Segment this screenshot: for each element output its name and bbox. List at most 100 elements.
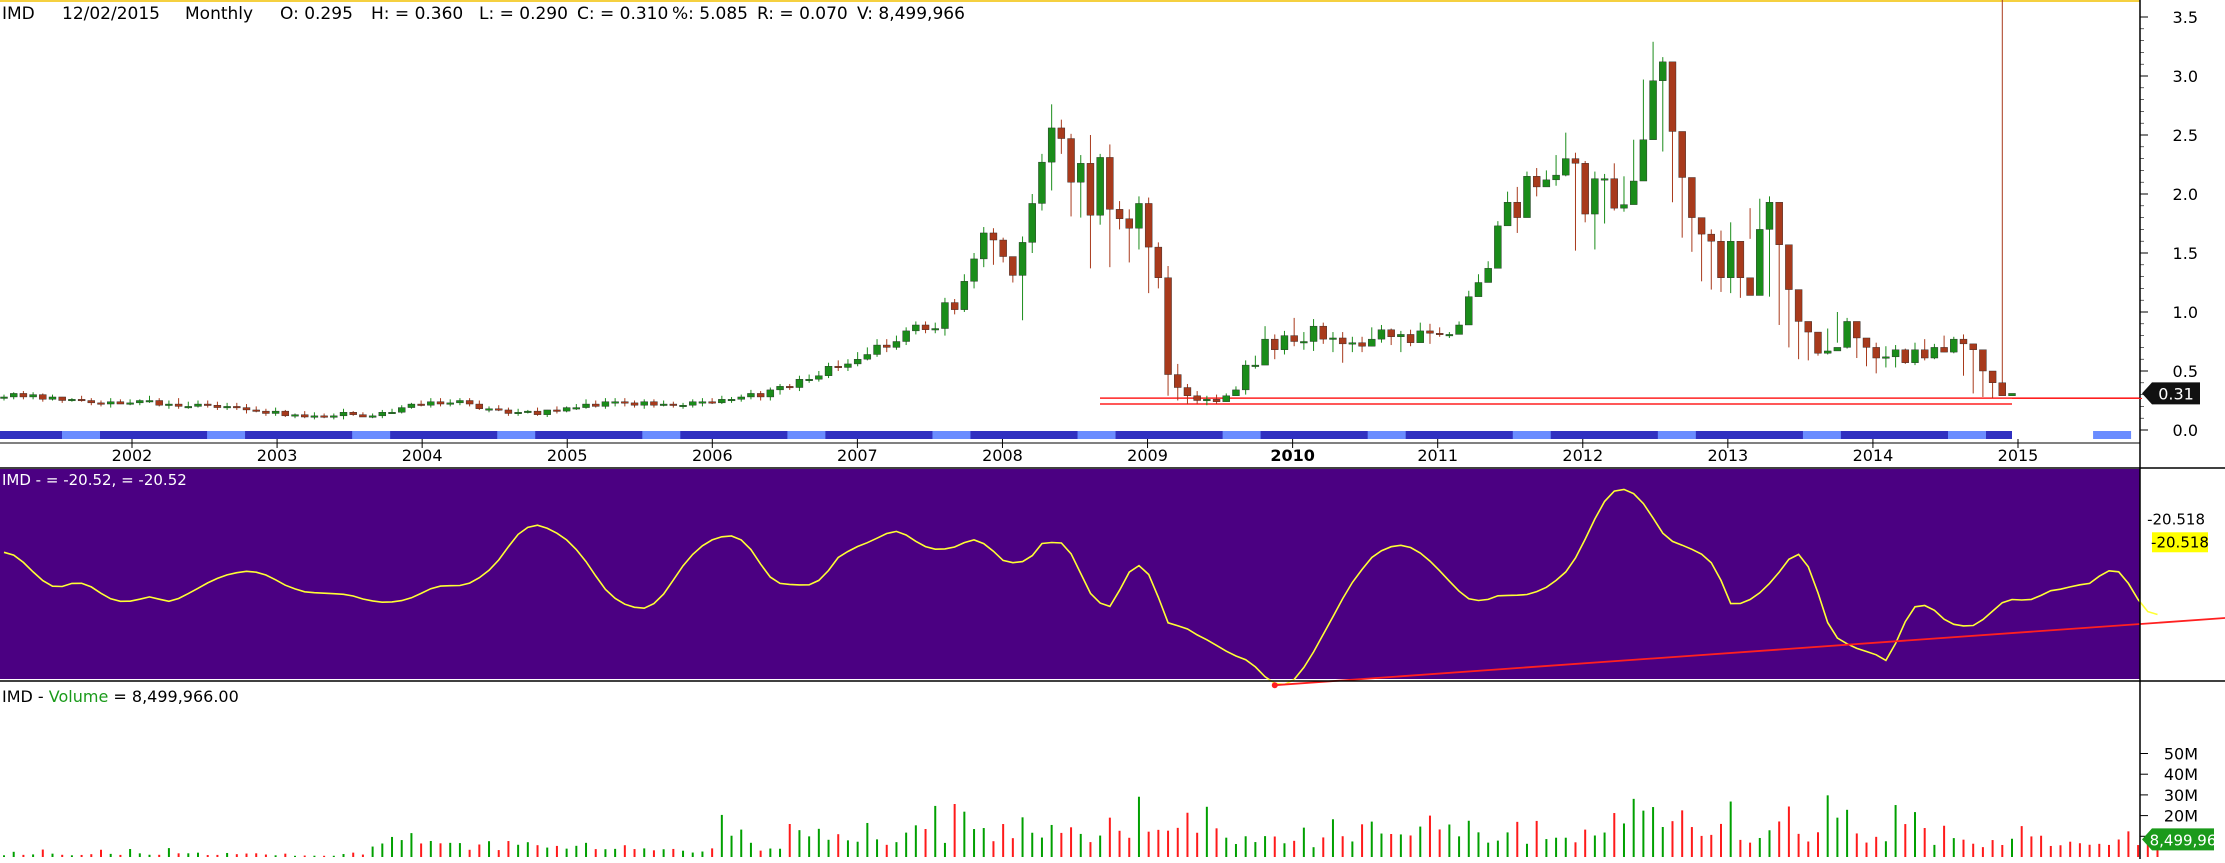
candle-body [931, 328, 939, 331]
candle-body [475, 403, 484, 409]
candle-body [10, 393, 18, 398]
candle-body [1562, 158, 1570, 176]
candle-body [562, 407, 571, 412]
time-band-segment [62, 431, 100, 439]
header-range: R: = 0.070 [757, 4, 848, 24]
candle-body [1484, 268, 1492, 283]
candle-body [1591, 178, 1599, 215]
candle-body [68, 399, 76, 402]
price-y-tick-label: 1.0 [2173, 303, 2198, 322]
candle-body [1193, 395, 1201, 401]
volume-title-name: Volume [49, 687, 109, 706]
candle-body [1532, 176, 1541, 188]
candle-body [29, 394, 37, 398]
candle-body [1435, 333, 1444, 335]
candle-body [58, 396, 66, 401]
candle-body [271, 410, 280, 414]
price-y-tick-label: 1.5 [2173, 244, 2198, 263]
candle-body [805, 379, 813, 381]
candle-body [921, 324, 930, 330]
candle-body [679, 405, 687, 407]
oscillator-value-box-label: -20.518 [2151, 533, 2209, 551]
candle-body [1950, 338, 1958, 353]
candle-body [174, 403, 183, 407]
candle-body [669, 403, 678, 406]
x-tick-label: 2013 [1707, 446, 1748, 465]
time-band-segment [1077, 431, 1116, 439]
candle-body [456, 400, 464, 404]
volume-y-tick-label: 40M [2164, 765, 2198, 784]
candle-body [1232, 389, 1240, 396]
candle-body [1959, 338, 1968, 345]
candle-body [766, 389, 775, 398]
candle-body [1057, 127, 1066, 139]
x-tick-label: 2008 [982, 446, 1023, 465]
candle-body [737, 396, 745, 400]
candle-body [368, 415, 377, 418]
volume-title-prefix: IMD - [2, 687, 49, 706]
price-tag-label: 0.31 [2158, 384, 2194, 403]
candle-body [640, 401, 648, 406]
time-band-segment [352, 431, 391, 439]
price-y-tick-label: 0.5 [2173, 362, 2198, 381]
candle-body [1503, 202, 1512, 227]
price-y-tick-label: 0.0 [2173, 421, 2198, 440]
oscillator-value-label: -20.518 [2147, 510, 2205, 528]
time-band-segment [1948, 431, 1986, 439]
candle-body [223, 406, 231, 409]
x-tick-label: 2009 [1127, 446, 1168, 465]
candle-body [1523, 176, 1531, 218]
candle-body [1552, 174, 1560, 181]
candle-body [815, 375, 823, 380]
volume-title: IMD - Volume = 8,499,966.00 [2, 687, 239, 706]
time-band-segment [207, 431, 246, 439]
volume-value-box-label: 8,499,96 [2150, 831, 2217, 849]
candle-body [611, 401, 619, 404]
candle-body [1678, 131, 1686, 178]
trendline-start-point [1271, 682, 1278, 689]
time-band-segment [2093, 431, 2132, 439]
candle-body [1455, 324, 1463, 335]
candle-body [912, 324, 920, 332]
candle-body [844, 363, 852, 368]
candle-body [999, 239, 1007, 257]
candle-body [485, 408, 493, 411]
candle-body [1891, 349, 1900, 358]
header-low: L: = 0.290 [479, 4, 568, 24]
candle-body [1183, 387, 1192, 396]
candle-body [1222, 395, 1230, 402]
candle-body [1096, 157, 1104, 216]
candle-body [524, 410, 532, 413]
candle-body [650, 401, 658, 406]
oscillator-value-box [2152, 532, 2208, 553]
candle-body [1348, 342, 1357, 345]
volume-y-tick-label: 30M [2164, 786, 2198, 805]
volume-title-value: = 8,499,966.00 [108, 687, 238, 706]
oscillator-line [3, 488, 2158, 686]
x-tick-label: 2007 [837, 446, 878, 465]
candle-body [1445, 334, 1454, 337]
candle-body [1921, 349, 1929, 359]
time-band-segment [787, 431, 826, 439]
candle-body [989, 232, 998, 241]
axes: 0.0 0.5 1.0 1.5 2.0 2.5 3.0 3.5 0.31 -20.518 -20.5… [2012, 8, 2217, 851]
candle-body [417, 403, 425, 406]
candle-body [116, 401, 125, 405]
candle-body [2008, 393, 2016, 396]
price-y-tick-label: 3.0 [2173, 67, 2198, 86]
candle-body [1600, 178, 1609, 181]
candle-body [824, 366, 833, 376]
candle-body [980, 232, 988, 260]
candle-body [48, 396, 57, 400]
candle-body [1387, 329, 1395, 337]
header-symbol: IMD [2, 4, 35, 24]
candle-body [204, 403, 212, 406]
candle-body [1688, 177, 1696, 218]
candle-body [291, 414, 299, 417]
candle-body [213, 405, 222, 408]
candle-body [786, 386, 794, 389]
candle-body [883, 344, 891, 348]
candle-body [1494, 225, 1502, 269]
candle-body [1280, 335, 1289, 350]
candle-body [756, 393, 765, 398]
